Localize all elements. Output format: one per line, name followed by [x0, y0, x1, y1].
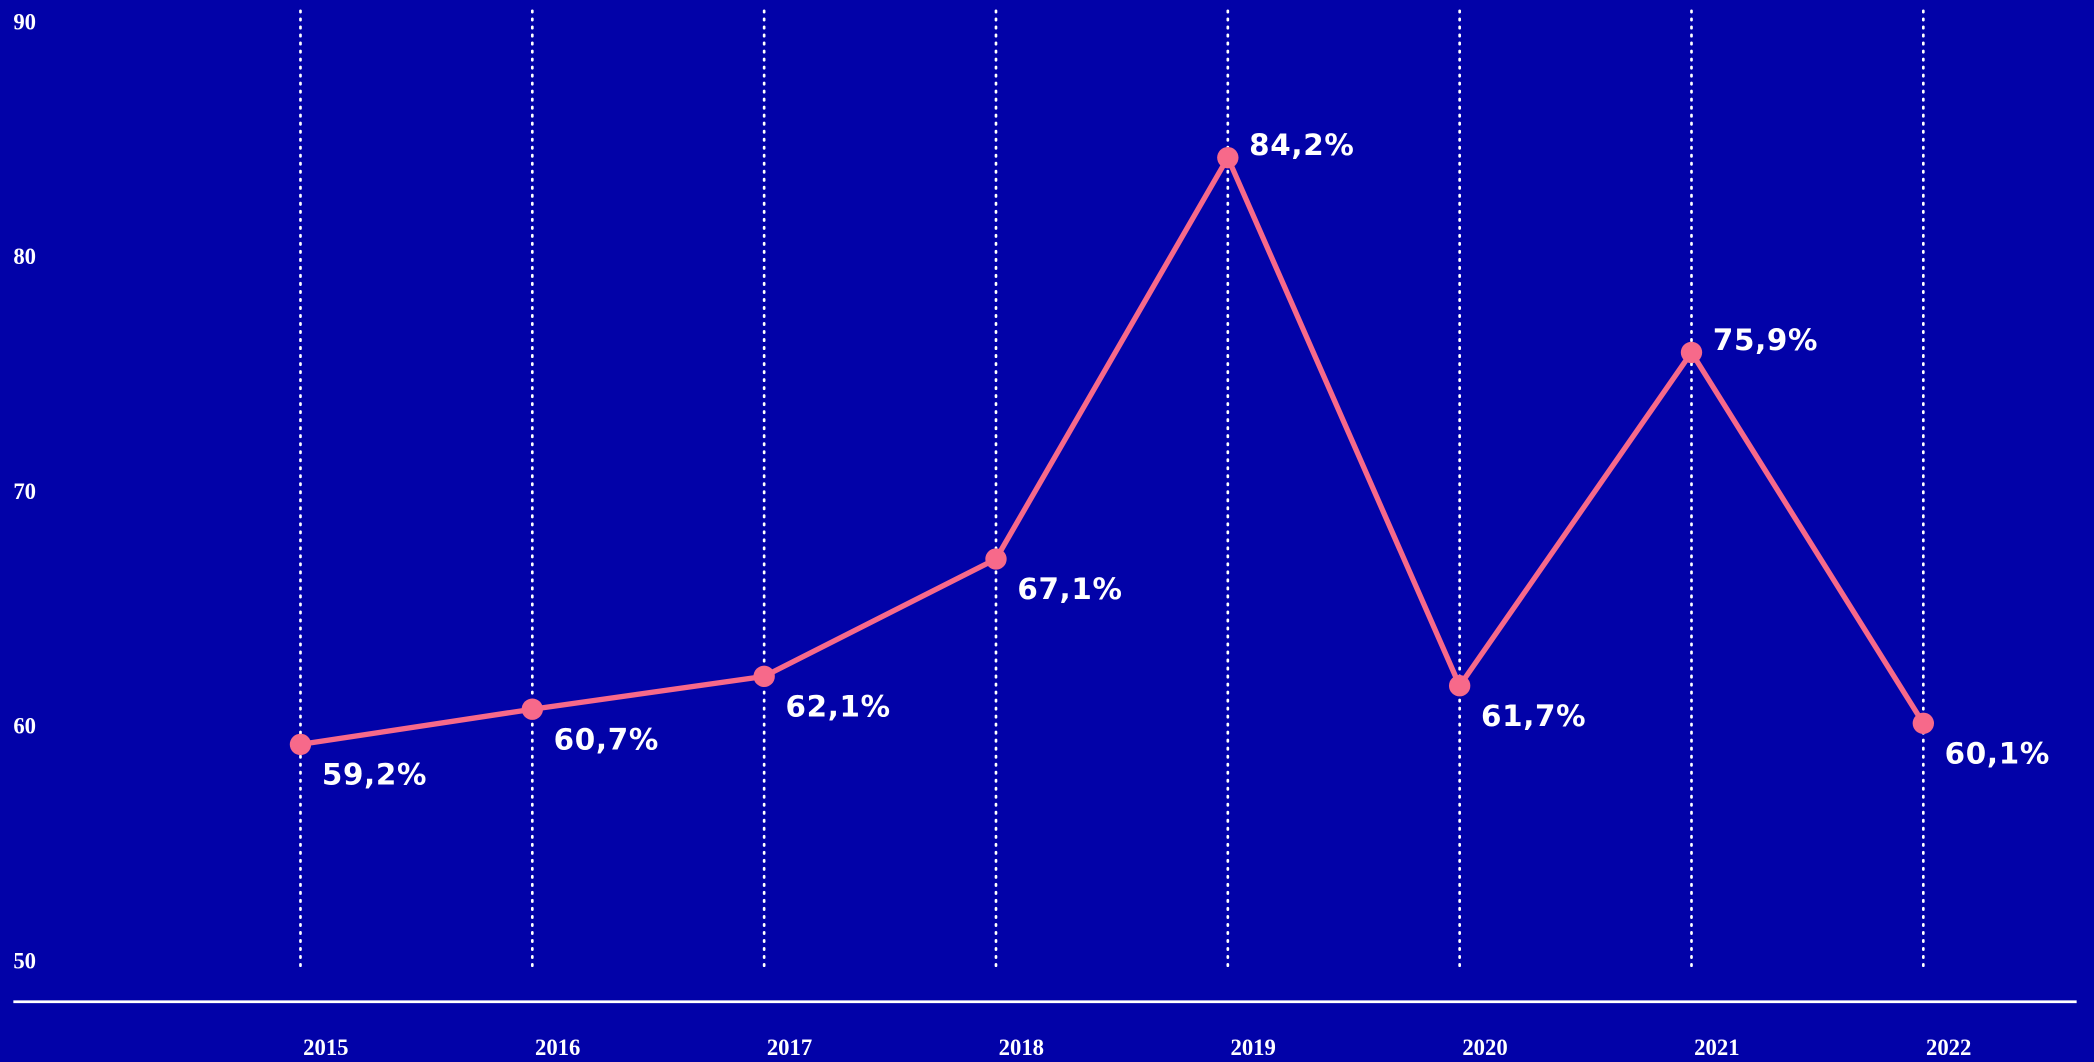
value-label: 61,7%	[1481, 699, 1586, 733]
x-tick-label: 2018	[999, 1035, 1044, 1060]
y-tick-label: 70	[13, 479, 36, 504]
x-tick-label: 2015	[303, 1035, 348, 1060]
y-tick-label: 50	[13, 948, 36, 973]
y-tick-label: 60	[13, 714, 36, 739]
y-tick-label: 80	[13, 244, 36, 269]
value-label: 59,2%	[322, 757, 427, 791]
point	[1912, 712, 1935, 734]
point	[1217, 146, 1239, 169]
x-tick-label: 2016	[535, 1035, 580, 1060]
x-tick-label: 2020	[1462, 1035, 1507, 1060]
x-tick-label: 2022	[1926, 1035, 1971, 1060]
value-label: 67,1%	[1017, 572, 1122, 606]
point	[521, 698, 543, 720]
point	[753, 665, 775, 688]
value-label: 60,1%	[1945, 736, 2050, 770]
value-label: 62,1%	[786, 689, 891, 723]
point	[289, 733, 312, 756]
value-label: 60,7%	[554, 722, 659, 756]
point	[1448, 675, 1471, 697]
x-tick-label: 2019	[1231, 1035, 1276, 1060]
value-label: 84,2%	[1249, 128, 1354, 162]
value-label: 75,9%	[1713, 323, 1818, 357]
y-tick-label: 90	[13, 10, 36, 35]
line	[300, 154, 1926, 748]
point	[1680, 341, 1703, 364]
x-tick-label: 2017	[767, 1035, 812, 1060]
point	[985, 548, 1007, 570]
x-tick-label: 2021	[1694, 1035, 1739, 1060]
